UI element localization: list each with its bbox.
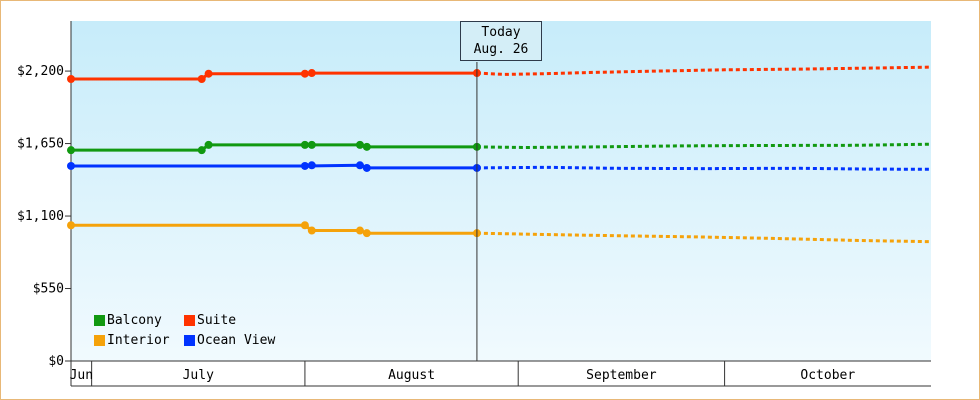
data-point-balcony xyxy=(300,140,309,149)
legend-item-ocean-view[interactable]: Ocean View xyxy=(184,333,284,348)
y-tick-label: $1,650 xyxy=(17,137,64,152)
forecast-line-balcony xyxy=(476,142,932,150)
data-point-ocean-view xyxy=(355,161,364,170)
data-point-interior xyxy=(300,221,309,230)
plot-background xyxy=(71,21,931,361)
series-line-interior xyxy=(71,223,477,235)
y-tick-label: $550 xyxy=(33,282,64,297)
legend: Balcony Suite Interior Ocean View xyxy=(94,313,294,348)
data-point-balcony xyxy=(355,140,364,149)
x-month-label: October xyxy=(800,368,855,383)
legend-label: Interior xyxy=(107,333,170,348)
y-tick-label: $1,100 xyxy=(17,209,64,224)
x-month-label: August xyxy=(388,368,435,383)
data-point-interior xyxy=(67,221,75,230)
data-point-interior xyxy=(307,226,316,235)
forecast-line-interior xyxy=(476,231,932,244)
data-point-suite xyxy=(300,69,309,78)
legend-item-suite[interactable]: Suite xyxy=(184,313,284,328)
legend-item-interior[interactable]: Interior xyxy=(94,333,184,348)
series-line-suite xyxy=(71,71,477,81)
data-point-suite xyxy=(67,74,75,83)
data-point-balcony xyxy=(197,146,206,155)
data-point-ocean-view xyxy=(307,161,316,170)
data-point-ocean-view xyxy=(67,161,75,170)
y-tick-label: $0 xyxy=(48,354,64,369)
forecast-line-suite xyxy=(476,65,932,76)
legend-item-balcony[interactable]: Balcony xyxy=(94,313,184,328)
data-point-balcony xyxy=(67,146,75,155)
legend-swatch-interior xyxy=(94,335,105,346)
x-month-label: July xyxy=(183,368,214,383)
legend-swatch-balcony xyxy=(94,315,105,326)
legend-swatch-suite xyxy=(184,315,195,326)
today-date: Aug. 26 xyxy=(473,42,529,57)
data-point-balcony xyxy=(307,140,316,149)
legend-label: Balcony xyxy=(107,313,162,328)
forecast-line-ocean-view xyxy=(476,165,932,171)
data-point-balcony xyxy=(204,140,213,149)
legend-label: Ocean View xyxy=(197,333,276,348)
data-point-ocean-view xyxy=(362,163,371,172)
data-point-interior xyxy=(355,226,364,235)
data-point-interior xyxy=(362,229,371,238)
data-point-balcony xyxy=(362,142,371,151)
data-point-suite xyxy=(204,69,213,78)
x-month-label: Jun xyxy=(70,368,93,383)
data-point-ocean-view xyxy=(300,161,309,170)
data-point-suite xyxy=(307,69,316,78)
today-label-box: Today Aug. 26 xyxy=(460,21,542,61)
today-title: Today xyxy=(481,25,521,40)
legend-swatch-ocean-view xyxy=(184,335,195,346)
y-tick-label: $2,200 xyxy=(17,64,64,79)
data-point-suite xyxy=(197,74,206,83)
x-month-label: September xyxy=(586,368,657,383)
legend-label: Suite xyxy=(197,313,237,328)
